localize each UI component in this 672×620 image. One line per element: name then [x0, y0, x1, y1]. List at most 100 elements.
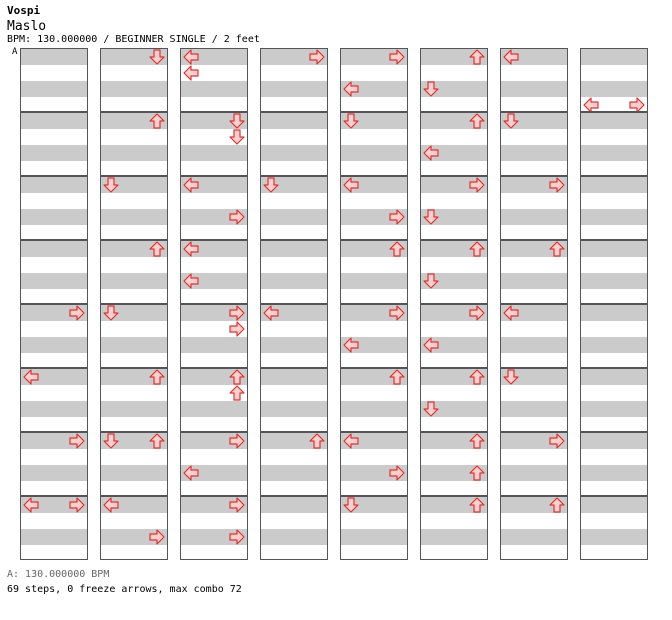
beat-stripe — [341, 465, 407, 481]
beat-stripe — [581, 177, 647, 193]
beat-stripe — [421, 241, 487, 257]
beat-stripe — [341, 209, 407, 225]
arrow-down-icon — [423, 401, 439, 417]
arrow-left-icon — [183, 273, 199, 289]
arrow-up-icon — [149, 433, 165, 449]
beat-stripe — [421, 81, 487, 97]
beat-stripe — [101, 145, 167, 161]
beat-stripe — [581, 273, 647, 289]
beat-stripe — [501, 273, 567, 289]
beat-stripe — [261, 145, 327, 161]
arrow-down-icon — [103, 433, 119, 449]
beat-stripe — [581, 369, 647, 385]
beat-stripe — [181, 241, 247, 257]
beat-stripe — [21, 81, 87, 97]
beat-stripe — [581, 209, 647, 225]
beat-stripe — [101, 465, 167, 481]
beat-stripe — [341, 433, 407, 449]
arrow-left-icon — [183, 49, 199, 65]
arrow-up-icon — [469, 113, 485, 129]
beat-stripe — [181, 81, 247, 97]
beat-stripe — [501, 177, 567, 193]
arrow-left-icon — [103, 497, 119, 513]
beat-stripe — [421, 113, 487, 129]
beat-stripe — [581, 49, 647, 65]
beat-stripe — [181, 177, 247, 193]
arrow-left-icon — [23, 497, 39, 513]
beat-stripe — [341, 273, 407, 289]
arrow-left-icon — [183, 465, 199, 481]
beat-stripe — [101, 401, 167, 417]
measure — [260, 496, 328, 560]
beat-stripe — [581, 337, 647, 353]
measure — [260, 304, 328, 368]
beat-stripe — [181, 529, 247, 545]
beat-stripe — [341, 529, 407, 545]
measure — [20, 304, 88, 368]
beat-stripe — [181, 273, 247, 289]
beat-stripe — [501, 401, 567, 417]
measure — [260, 112, 328, 176]
arrow-up-icon — [469, 241, 485, 257]
measure — [260, 240, 328, 304]
artist-name: Vospi — [7, 4, 41, 17]
beat-stripe — [181, 369, 247, 385]
arrow-up-icon — [549, 241, 565, 257]
beat-stripe — [421, 273, 487, 289]
arrow-left-icon — [183, 241, 199, 257]
measure — [580, 496, 648, 560]
measure — [260, 368, 328, 432]
beat-stripe — [261, 369, 327, 385]
beat-stripe — [21, 305, 87, 321]
arrow-left-icon — [343, 177, 359, 193]
beat-stripe — [501, 81, 567, 97]
beat-stripe — [581, 433, 647, 449]
beat-stripe — [261, 81, 327, 97]
beat-stripe — [421, 401, 487, 417]
bpm-legend: A: 130.000000 BPM — [7, 569, 110, 580]
chart-column — [260, 48, 328, 560]
bpm-marker: A — [12, 47, 18, 57]
beat-stripe — [21, 113, 87, 129]
beat-stripe — [21, 241, 87, 257]
beat-stripe — [21, 177, 87, 193]
measure — [340, 432, 408, 496]
beat-stripe — [261, 273, 327, 289]
beat-stripe — [261, 401, 327, 417]
measure — [260, 432, 328, 496]
arrow-up-icon — [469, 433, 485, 449]
beat-stripe — [101, 209, 167, 225]
measure — [340, 368, 408, 432]
beat-stripe — [261, 497, 327, 513]
arrow-down-icon — [229, 113, 245, 129]
measure — [340, 240, 408, 304]
beat-stripe — [101, 337, 167, 353]
arrow-down-icon — [503, 113, 519, 129]
beat-stripe — [181, 209, 247, 225]
measure — [100, 240, 168, 304]
beat-stripe — [341, 81, 407, 97]
measure — [180, 48, 248, 112]
arrow-right-icon — [229, 209, 245, 225]
beat-stripe — [101, 81, 167, 97]
measure — [340, 112, 408, 176]
measure — [100, 48, 168, 112]
beat-stripe — [101, 433, 167, 449]
beat-stripe — [341, 177, 407, 193]
measure — [420, 368, 488, 432]
beat-stripe — [181, 433, 247, 449]
arrow-left-icon — [263, 305, 279, 321]
measure — [420, 48, 488, 112]
beat-stripe — [101, 49, 167, 65]
beat-stripe — [261, 177, 327, 193]
arrow-right-icon — [229, 497, 245, 513]
measure — [500, 432, 568, 496]
measure — [20, 48, 88, 112]
beat-stripe — [501, 433, 567, 449]
beat-stripe — [421, 145, 487, 161]
beat-stripe — [181, 305, 247, 321]
chart-column — [580, 48, 648, 560]
beat-stripe — [21, 49, 87, 65]
arrow-left-icon — [343, 337, 359, 353]
beat-stripe — [581, 401, 647, 417]
